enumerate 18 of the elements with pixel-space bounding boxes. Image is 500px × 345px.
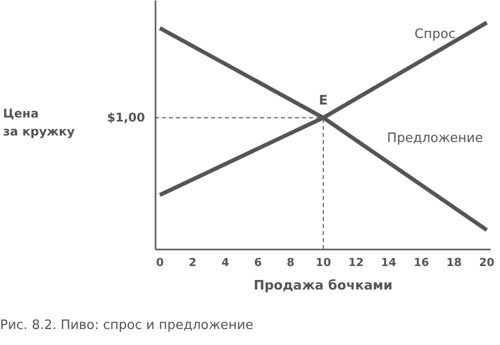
x-tick-label: 20 <box>479 256 495 269</box>
series-label: Предложение <box>387 130 483 146</box>
x-tick-label: 12 <box>348 256 364 269</box>
x-tick-label: 2 <box>188 256 196 269</box>
x-tick-label: 14 <box>381 256 397 269</box>
series-label: Спрос <box>414 27 456 42</box>
x-tick-label: 10 <box>316 256 332 269</box>
text: Цена за кружку <box>3 106 75 139</box>
text: $1,00 <box>107 110 145 125</box>
x-tick-label: 8 <box>286 256 294 269</box>
x-tick-label: 16 <box>414 256 430 269</box>
x-tick-label: 4 <box>221 256 230 269</box>
annotation: E <box>318 94 328 109</box>
x-axis-title: Продажа бочками <box>254 278 392 294</box>
x-tick-label: 0 <box>156 256 164 269</box>
x-tick-label: 6 <box>254 256 262 269</box>
x-tick-label: 18 <box>446 256 462 269</box>
text: Рис. 8.2. Пиво: спрос и предложение <box>0 318 254 333</box>
